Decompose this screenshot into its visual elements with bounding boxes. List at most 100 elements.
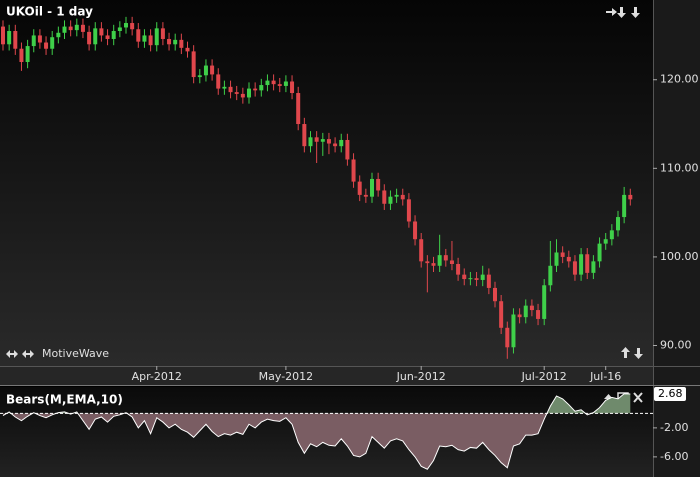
candle-body: [609, 230, 614, 240]
candle-body: [130, 23, 135, 30]
x-tick-label: Jul-2012: [521, 370, 567, 383]
x-tick-label: May-2012: [259, 370, 314, 383]
candle-body: [265, 80, 270, 86]
area-line: [2, 393, 631, 470]
candle-body: [105, 35, 110, 39]
candle-body: [314, 137, 319, 142]
candle-body: [234, 92, 239, 94]
candle-body: [167, 38, 172, 45]
candle-body: [456, 264, 461, 275]
candle-body: [56, 32, 61, 38]
candle-body: [136, 29, 141, 42]
candle-body: [240, 93, 245, 98]
candle-body: [394, 194, 399, 197]
candle-body: [572, 261, 577, 275]
candle-body: [203, 65, 208, 76]
candle-body: [511, 314, 516, 348]
candle-body: [566, 256, 571, 262]
candle-body: [536, 310, 541, 319]
candle-body: [320, 139, 325, 142]
axis-strip: [653, 0, 700, 477]
candle-body: [523, 305, 528, 318]
candle-body: [462, 274, 467, 280]
candle-body: [62, 26, 67, 33]
candle-body: [99, 28, 104, 36]
scale-controls[interactable]: [621, 347, 643, 359]
x-tick-label: Apr-2012: [132, 370, 182, 383]
last-value-box: [654, 386, 686, 401]
candle-body: [419, 239, 424, 262]
candle-body: [480, 274, 485, 280]
candle-body: [222, 86, 227, 89]
candle-body: [197, 75, 202, 78]
candle-body: [579, 254, 584, 275]
candle-body: [50, 37, 55, 49]
candle-body: [400, 194, 405, 200]
candle-body: [25, 46, 30, 63]
candle-body: [443, 255, 448, 261]
candle-body: [486, 274, 491, 288]
y-tick-label: 110.00: [660, 161, 699, 174]
candle-body: [283, 81, 288, 86]
price-panel: [0, 0, 653, 366]
candle-body: [228, 86, 233, 93]
candle-body: [148, 35, 153, 46]
candle-body: [277, 84, 282, 86]
candle-body: [597, 243, 602, 262]
candle-body: [413, 221, 418, 240]
candle-body: [388, 196, 393, 204]
top-controls[interactable]: [606, 7, 640, 18]
candle-body: [308, 137, 313, 147]
candle-body: [185, 47, 190, 52]
candle-body: [499, 301, 504, 328]
candle-body: [271, 80, 276, 85]
candle-body: [74, 24, 79, 31]
candle-body: [542, 285, 547, 319]
candle-body: [44, 42, 49, 49]
candle-body: [87, 31, 92, 45]
candle-body: [554, 252, 559, 266]
candle-body: [191, 51, 196, 78]
nav-arrows[interactable]: [6, 350, 34, 358]
chart-title: UKOil - 1 day: [6, 5, 93, 19]
candle-body: [19, 48, 24, 63]
candle-body: [31, 35, 36, 47]
indicator-title: Bears(M,EMA,10): [6, 393, 123, 407]
y-tick-label: -6.00: [660, 450, 688, 463]
candle-body: [560, 252, 565, 257]
candle-body: [357, 181, 362, 195]
y-tick-label: -2.00: [660, 421, 688, 434]
candle-body: [616, 217, 620, 231]
candle-body: [179, 39, 184, 48]
candle-body: [493, 287, 497, 302]
candle-body: [382, 190, 387, 204]
candle-body: [93, 28, 98, 45]
watermark: MotiveWave: [42, 347, 109, 360]
last-value-label: 2.68: [658, 387, 683, 400]
candle-body: [124, 23, 128, 28]
candle-body: [628, 194, 633, 200]
candle-body: [290, 81, 295, 94]
candle-body: [406, 199, 411, 222]
candle-body: [437, 255, 442, 266]
candle-body: [37, 35, 42, 43]
candle-body: [585, 254, 590, 273]
candle-body: [449, 260, 454, 265]
y-tick-label: 100.00: [660, 250, 699, 263]
candle-body: [345, 139, 350, 160]
candle-body: [253, 88, 258, 91]
candle-body: [622, 194, 627, 218]
area-negative: [3, 413, 631, 470]
candle-body: [173, 39, 178, 45]
candle-body: [376, 178, 381, 191]
candle-body: [111, 31, 116, 39]
y-tick-label: 120.00: [660, 73, 699, 86]
candle-body: [339, 139, 344, 147]
candle-body: [363, 194, 368, 197]
candle-body: [517, 314, 522, 318]
candle-body: [302, 124, 307, 147]
x-tick-label: Jun-2012: [396, 370, 446, 383]
candle-body: [142, 35, 147, 42]
